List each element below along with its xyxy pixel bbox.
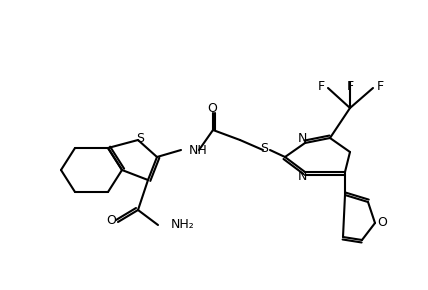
Text: O: O: [106, 213, 116, 226]
Text: S: S: [260, 142, 268, 155]
Text: F: F: [346, 79, 354, 93]
Text: N: N: [297, 133, 307, 146]
Text: F: F: [318, 81, 324, 93]
Text: NH₂: NH₂: [171, 218, 195, 231]
Text: S: S: [136, 133, 144, 146]
Text: O: O: [377, 217, 387, 229]
Text: O: O: [207, 102, 217, 115]
Text: F: F: [377, 81, 383, 93]
Text: NH: NH: [189, 144, 208, 157]
Text: N: N: [297, 169, 307, 182]
